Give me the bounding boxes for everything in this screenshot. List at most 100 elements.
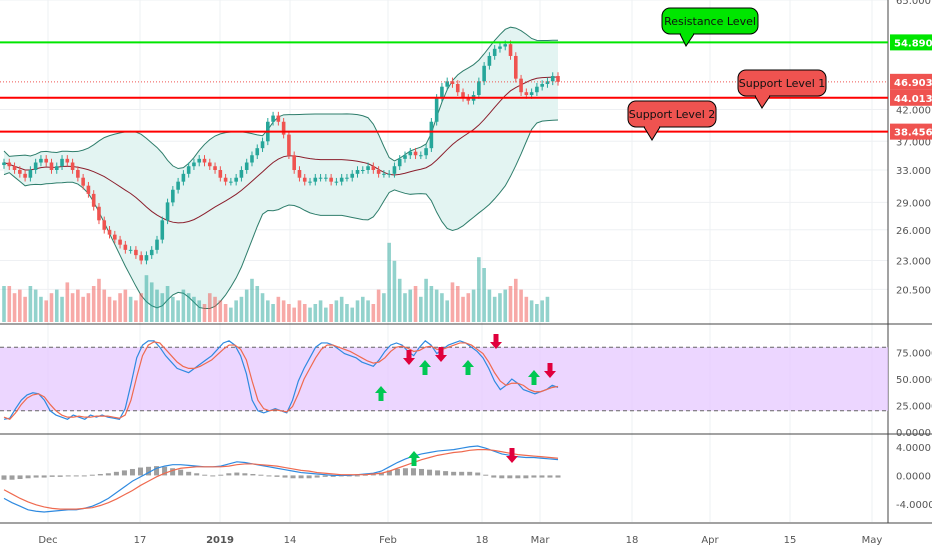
volume-bar <box>461 296 465 322</box>
volume-bar <box>123 289 128 322</box>
macd-histogram-bar <box>89 474 95 476</box>
candle <box>65 158 70 163</box>
candle <box>76 169 80 178</box>
support2-bubble-tail <box>643 126 661 141</box>
support1-price-label: 44.013 <box>894 94 932 105</box>
volume-bar <box>324 307 328 322</box>
time-axis: Dec 17 2019 14 Feb 18 Mar 18 Apr 15 May <box>38 535 882 546</box>
candle <box>434 97 439 122</box>
candle <box>281 121 286 135</box>
macd-histogram-bar <box>226 473 232 476</box>
macd-histogram-bar <box>242 473 248 476</box>
macd-histogram-bar <box>491 475 497 478</box>
support2-bubble[interactable] <box>627 100 717 128</box>
candle <box>7 162 12 167</box>
candle <box>419 155 423 157</box>
macd-tick-label: -4.0000 <box>896 500 932 511</box>
candle <box>540 83 544 87</box>
candle <box>39 158 43 163</box>
macd-histogram-bar <box>137 467 143 476</box>
macd-histogram-bar <box>9 475 15 480</box>
candle <box>33 162 38 170</box>
candle <box>197 158 202 163</box>
volume-bar <box>91 286 96 322</box>
resistance-bubble[interactable] <box>661 7 759 35</box>
buy-arrow-icon <box>408 451 420 466</box>
macd-histogram-bar <box>435 470 441 476</box>
macd-histogram-bar <box>266 475 272 477</box>
candle <box>107 229 112 235</box>
price-axis: 65.000 42.000 37.000 33.000 29.000 26.000 23.0… <box>890 0 932 296</box>
price-tick-label: 26.000 <box>896 226 931 237</box>
time-tick-label: 15 <box>784 535 797 546</box>
volume-bar <box>429 286 434 322</box>
volume-bar <box>524 296 529 322</box>
macd-histogram-bar <box>467 471 473 476</box>
volume-bar <box>455 286 460 322</box>
macd-histogram-bar <box>330 475 336 477</box>
support2-bubble-tail-join <box>645 125 659 128</box>
macd-histogram-bar <box>234 472 240 476</box>
macd-histogram-bar <box>154 466 160 476</box>
volume-bar <box>366 300 370 322</box>
volume-bar <box>118 293 122 322</box>
price-tick-label: 37.000 <box>896 137 931 148</box>
volume-bar <box>403 293 407 322</box>
candle <box>91 193 96 207</box>
volume-bar <box>23 296 27 322</box>
macd-histogram-bar <box>25 475 31 479</box>
candle <box>123 244 128 250</box>
support1-bubble[interactable] <box>737 69 827 97</box>
resistance-price-tag <box>890 34 932 51</box>
volume-bar <box>107 296 112 322</box>
level-lines <box>0 41 888 133</box>
candle <box>260 141 265 149</box>
macd-line <box>3 445 559 513</box>
band-fill <box>4 27 558 309</box>
volume-bar <box>244 289 249 322</box>
volume-bar <box>44 300 49 322</box>
signal-arrows <box>375 334 556 466</box>
macd-histogram-bar <box>282 475 288 478</box>
volume-bar <box>76 289 80 322</box>
candle <box>424 148 428 156</box>
macd-histogram-bar <box>443 471 449 476</box>
candle <box>2 162 6 166</box>
candle <box>302 177 307 182</box>
volume-bar <box>113 300 117 322</box>
macd-histogram-bar <box>306 475 312 479</box>
volume-bar <box>70 293 75 322</box>
candle <box>28 169 33 178</box>
time-tick-label: 17 <box>134 535 147 546</box>
macd-histogram-bar <box>459 471 465 476</box>
candle <box>487 55 492 66</box>
volume-bar <box>171 296 175 322</box>
volume-bar <box>60 296 64 322</box>
volume-bar <box>350 307 355 322</box>
candle <box>297 169 302 178</box>
volume-bar <box>382 293 386 322</box>
candle <box>450 81 455 84</box>
volume-bar <box>540 300 544 322</box>
macd-histogram-bar <box>146 466 152 476</box>
candle <box>371 166 376 170</box>
volume-bar <box>424 278 428 322</box>
candle <box>165 202 170 221</box>
macd-histogram-bar <box>41 475 47 478</box>
buy-arrow-icon <box>528 370 540 385</box>
candle <box>492 48 497 56</box>
macd-histogram-bar <box>378 472 384 476</box>
volume-bar <box>128 296 133 322</box>
candle <box>477 81 481 96</box>
volume-bar <box>503 289 508 322</box>
macd-histogram-bar <box>298 475 304 479</box>
sell-arrow-icon <box>490 334 502 349</box>
volume-bar <box>260 293 265 322</box>
candle <box>271 115 275 122</box>
volume-bar <box>86 293 91 322</box>
volume-bar <box>281 300 286 322</box>
volume-bar <box>276 296 281 322</box>
sell-arrow-icon <box>544 363 556 378</box>
volume-bar <box>181 289 186 322</box>
